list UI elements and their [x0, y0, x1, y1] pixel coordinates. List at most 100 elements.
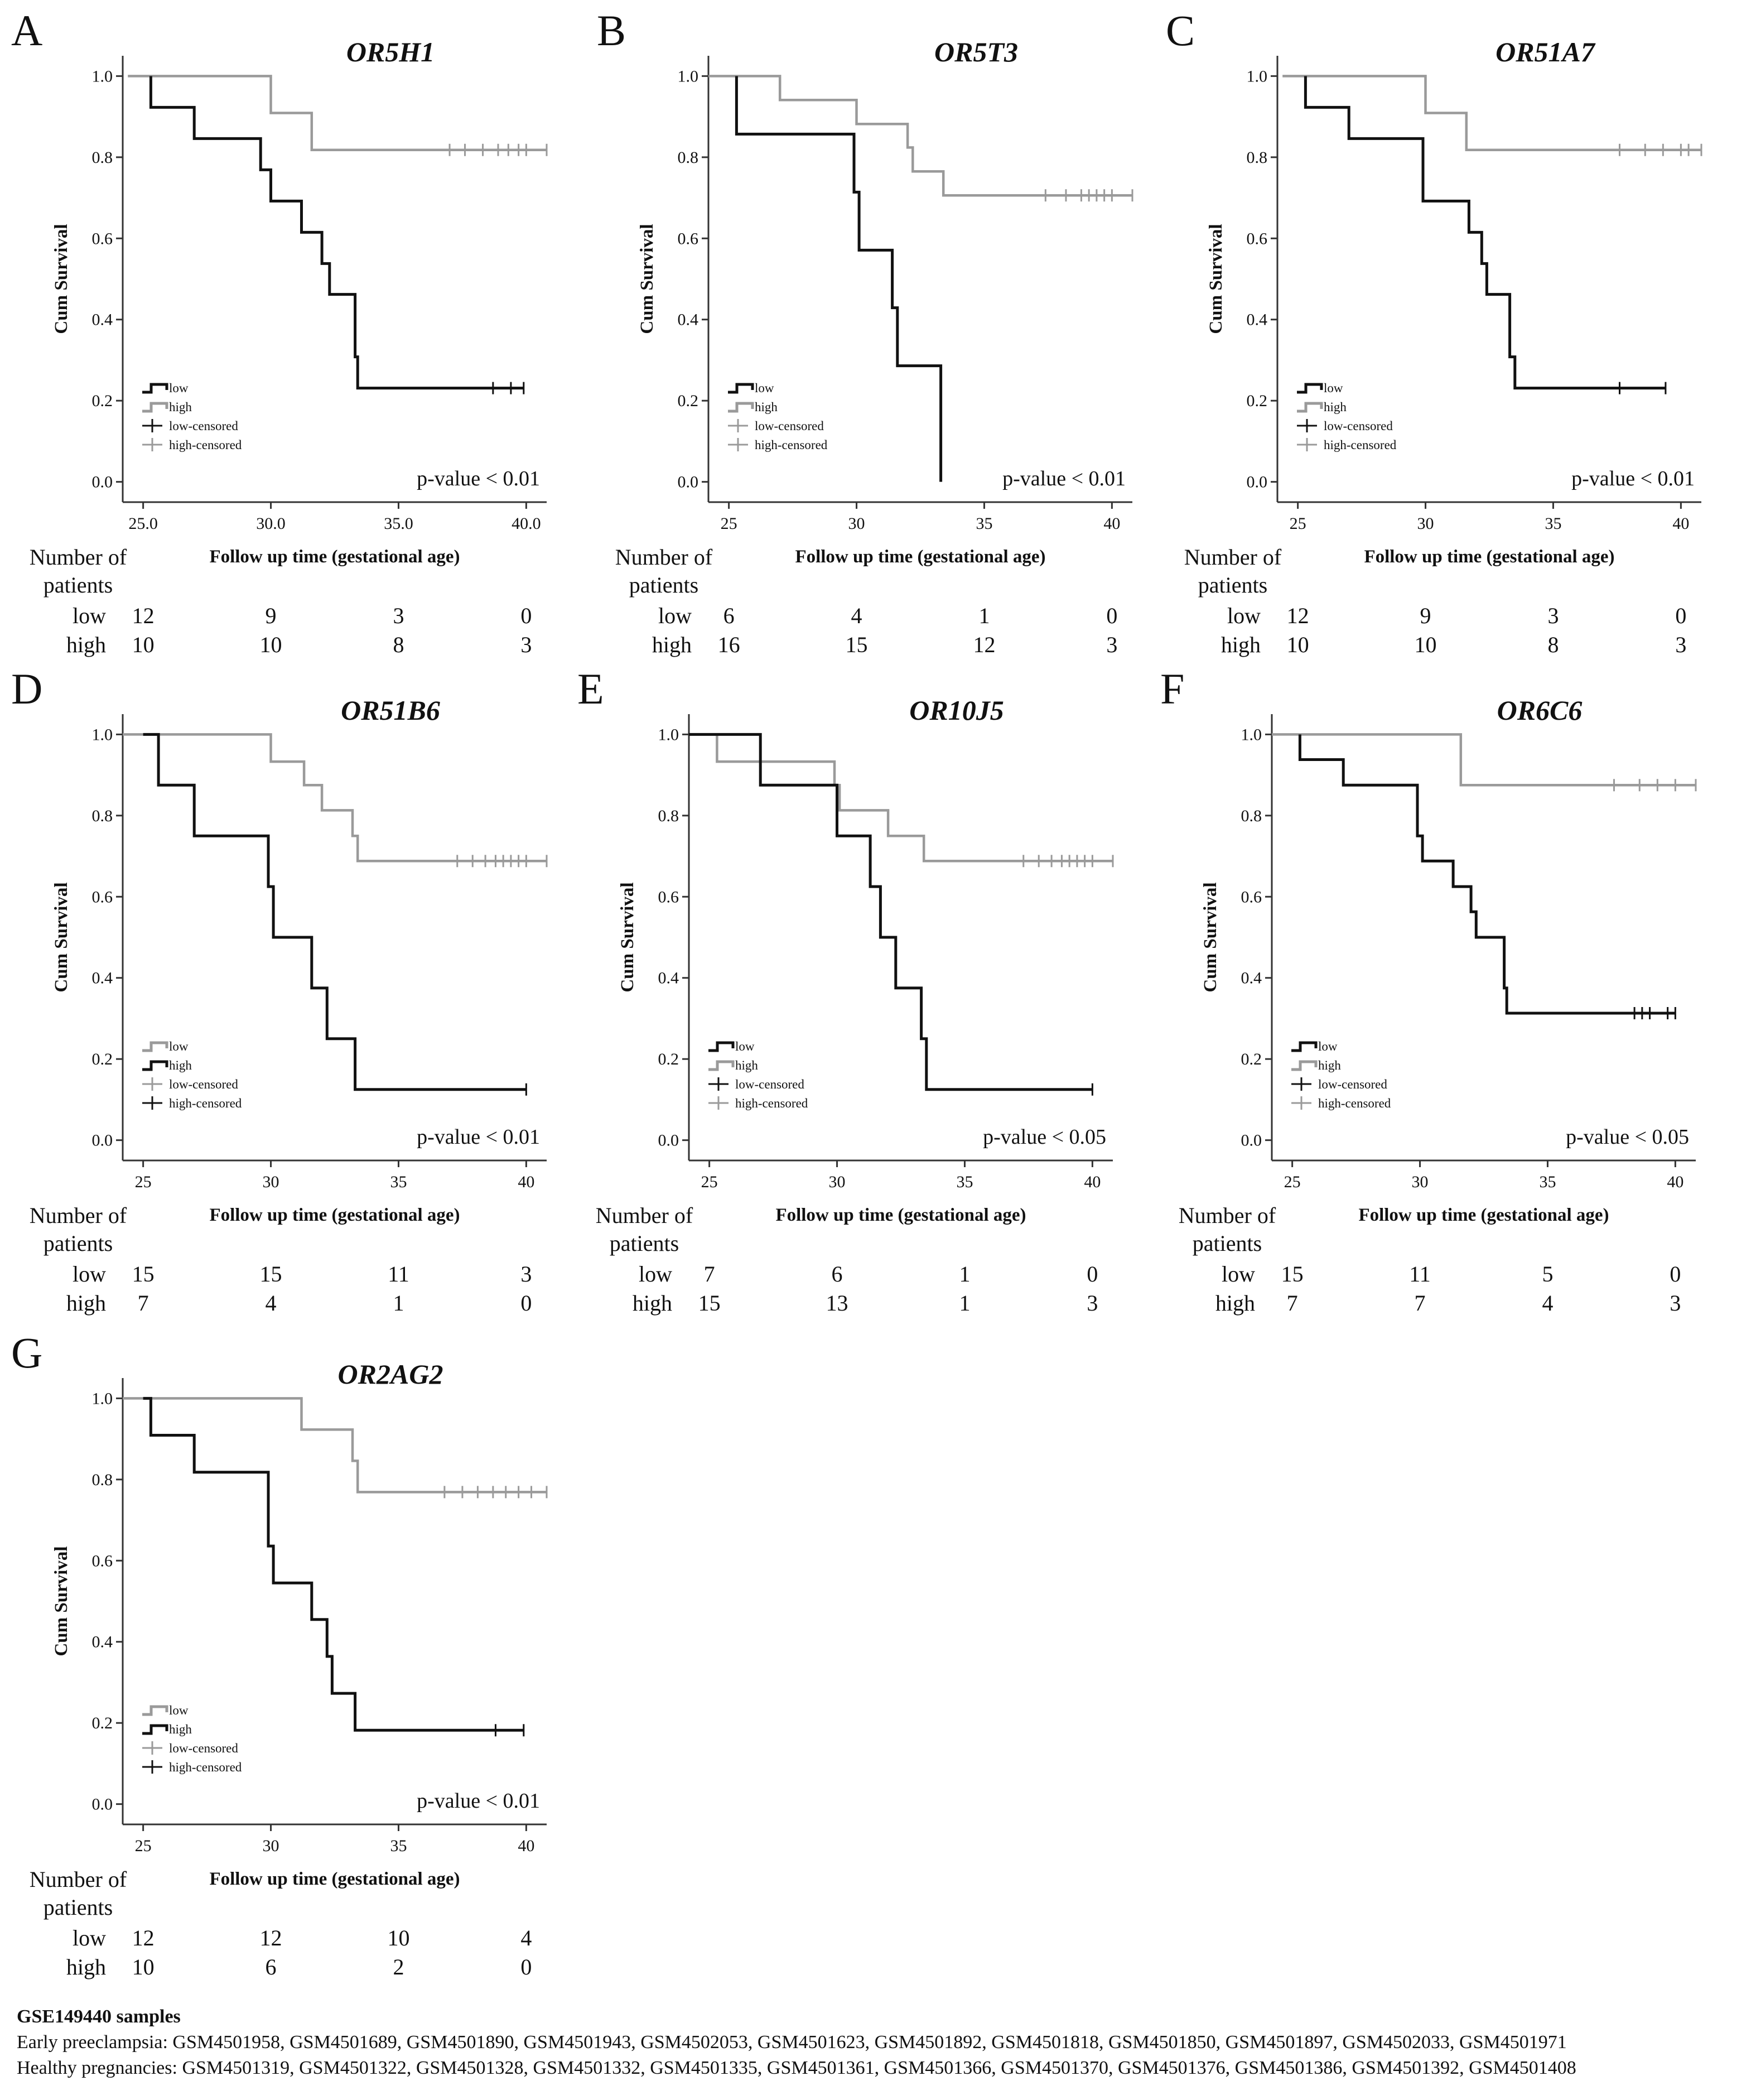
y-tick-label: 0.2: [1247, 392, 1268, 410]
risk-count: 9: [1420, 603, 1431, 628]
y-tick-label: 1.0: [1247, 67, 1268, 85]
panel-letter: B: [597, 6, 626, 55]
legend-label-low: low: [735, 1039, 755, 1053]
x-axis-title: Follow up time (gestational age): [209, 547, 460, 567]
x-tick-label: 30: [829, 1173, 846, 1191]
x-tick-label: 35.0: [384, 514, 413, 533]
risk-count: 0: [1675, 603, 1687, 628]
survival-curve-low: [689, 733, 1093, 1091]
risk-count: 8: [1547, 632, 1559, 657]
survival-curve-high: [1282, 75, 1701, 151]
legend-swatch-high: [142, 1060, 168, 1071]
risk-header-line-1: Number of: [29, 1867, 127, 1892]
risk-count: 15: [132, 1261, 155, 1287]
x-tick-label: 40.0: [512, 514, 541, 533]
risk-header-line-2: patients: [1192, 1231, 1262, 1256]
risk-count: 2: [393, 1954, 404, 1979]
survival-curve-low: [123, 1397, 547, 1494]
survival-curve-low: [1304, 76, 1666, 390]
legend-label-high: high: [1318, 1058, 1341, 1072]
y-tick-label: 0.4: [1247, 311, 1268, 329]
legend-swatch-low: [142, 1705, 168, 1716]
legend-swatch-low: [708, 1041, 735, 1052]
risk-row-label-low: low: [1222, 1261, 1255, 1287]
survival-curve-low: [1298, 734, 1676, 1015]
legend-swatch-low: [1291, 1041, 1318, 1052]
survival-curve-low: [735, 76, 943, 482]
risk-count: 1: [978, 603, 990, 628]
x-tick-label: 25.0: [128, 514, 158, 533]
survival-curve-high: [143, 1396, 524, 1732]
legend-label-high: high: [755, 400, 778, 414]
risk-count: 8: [393, 632, 404, 657]
legend-label-low-censored: low-censored: [169, 1741, 238, 1755]
survival-curve-low: [149, 76, 524, 390]
risk-count: 3: [520, 1261, 532, 1287]
legend-label-low-censored: low-censored: [735, 1077, 804, 1091]
legend-label-high: high: [1324, 400, 1347, 414]
risk-header-line-1: Number of: [615, 545, 713, 570]
y-axis-title: Cum Survival: [1200, 882, 1220, 992]
x-axis-title: Follow up time (gestational age): [1358, 1205, 1609, 1225]
x-tick-label: 35: [390, 1173, 407, 1191]
risk-count: 0: [1087, 1261, 1098, 1287]
panel-letter: D: [11, 664, 43, 713]
risk-count: 6: [831, 1261, 843, 1287]
risk-row-label-high: high: [1215, 1290, 1255, 1316]
risk-count: 10: [1414, 632, 1437, 657]
risk-row-label-low: low: [73, 603, 106, 628]
risk-count: 3: [1670, 1290, 1681, 1316]
risk-count: 15: [698, 1290, 721, 1316]
risk-row-label-high: high: [1220, 632, 1261, 657]
y-tick-label: 0.0: [1247, 473, 1268, 492]
legend-label-low: low: [169, 1703, 189, 1717]
km-panel-a: A 0.0 0.2 0.4 0.6 0.8 1.0 25.0 30.0 35.0 40.0 Follo…: [11, 6, 591, 670]
caption-healthy-pregnancies: Healthy pregnancies: GSM4501319, GSM4501…: [17, 2058, 1576, 2078]
risk-row-label-low: low: [73, 1261, 106, 1287]
risk-count: 1: [959, 1290, 971, 1316]
legend-label-high: high: [735, 1058, 758, 1072]
risk-count: 15: [1281, 1261, 1304, 1287]
y-tick-label: 0.4: [1241, 969, 1262, 988]
legend-label-low-censored: low-censored: [755, 419, 824, 433]
risk-row-label-low: low: [639, 1261, 672, 1287]
survival-curve-high: [1272, 733, 1696, 787]
x-tick-label: 40: [518, 1837, 534, 1855]
legend-swatch-high: [728, 402, 754, 413]
risk-count: 4: [851, 603, 862, 628]
risk-header-line-2: patients: [1198, 572, 1268, 598]
risk-count: 10: [387, 1925, 410, 1950]
km-panel-c: C 0.0 0.2 0.4 0.6 0.8 1.0 25 30 35 40 Follow up tim…: [1166, 6, 1746, 670]
survival-curve-high: [143, 733, 527, 1091]
legend-label-high-censored: high-censored: [1318, 1096, 1391, 1110]
y-tick-label: 0.8: [658, 807, 679, 825]
x-tick-label: 25: [721, 514, 737, 533]
legend-label-high: high: [169, 400, 192, 414]
y-tick-label: 1.0: [678, 67, 699, 85]
risk-count: 12: [259, 1925, 282, 1950]
y-axis-title: Cum Survival: [1206, 224, 1226, 334]
km-panel-b: B 0.0 0.2 0.4 0.6 0.8 1.0 25 30 35 40 Follow up tim…: [597, 6, 1177, 670]
y-tick-label: 1.0: [658, 725, 679, 744]
km-plot-svg: 0.0 0.2 0.4 0.6 0.8 1.0 25 30 35 40 Follow up time…: [1206, 36, 1702, 567]
y-tick-label: 0.4: [92, 1633, 113, 1651]
y-tick-label: 1.0: [1241, 725, 1262, 744]
y-tick-label: 0.2: [1241, 1050, 1262, 1068]
risk-count: 15: [259, 1261, 282, 1287]
risk-row-label-high: high: [652, 632, 692, 657]
risk-header-line-2: patients: [43, 1231, 113, 1256]
risk-count: 3: [1547, 603, 1559, 628]
y-tick-label: 0.2: [92, 1714, 113, 1732]
panel-letter: G: [11, 1328, 43, 1377]
legend-label-low: low: [1324, 381, 1343, 395]
gene-title: OR10J5: [909, 695, 1004, 726]
legend-label-low-censored: low-censored: [169, 1077, 238, 1091]
y-tick-label: 0.4: [92, 311, 113, 329]
risk-header-line-2: patients: [609, 1231, 679, 1256]
risk-count: 12: [1286, 603, 1309, 628]
risk-count: 1: [959, 1261, 971, 1287]
y-axis-title: Cum Survival: [51, 1546, 71, 1656]
y-tick-label: 1.0: [92, 1389, 113, 1408]
legend-label-low: low: [1318, 1039, 1338, 1053]
y-axis-title: Cum Survival: [618, 882, 638, 992]
